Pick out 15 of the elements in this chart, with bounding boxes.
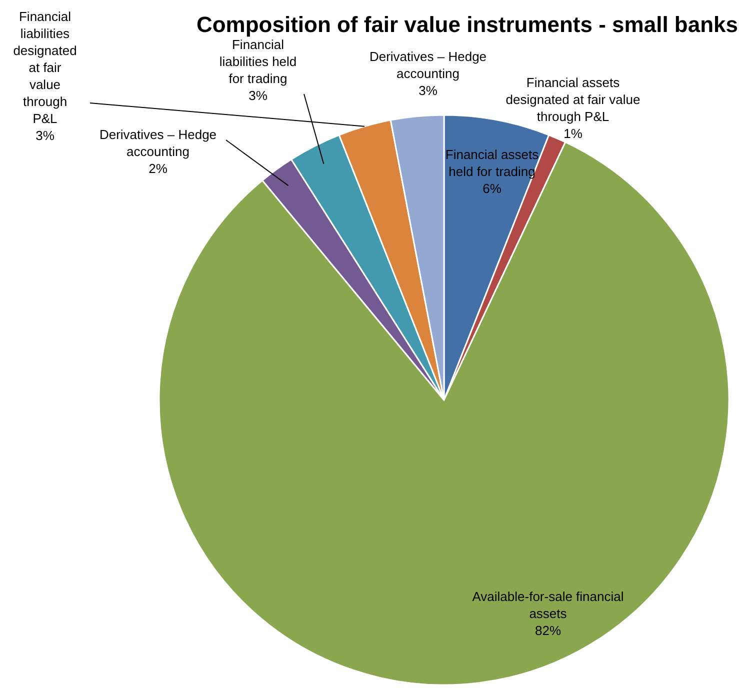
slice-label: Financial assets held for trading [445, 147, 540, 179]
slice-label: Available-for-sale financial assets [472, 589, 624, 621]
slice-label: Financial assets designated at fair value through P&L [506, 75, 640, 124]
data-label: 2% [148, 161, 168, 176]
data-label: 82% [534, 623, 562, 638]
chart-title: Composition of fair value instruments - small banks [195, 12, 738, 38]
slice-label: Derivatives – Hedge accounting [369, 49, 487, 81]
slice-label: Derivatives – Hedge accounting [99, 127, 217, 159]
data-label: 6% [482, 181, 502, 196]
data-label: 3% [36, 128, 55, 143]
data-label: 3% [248, 88, 268, 103]
data-label: 1% [564, 126, 583, 141]
slice-label: Financial liabilities designated at fair value through P&L [13, 9, 77, 126]
data-label: 3% [418, 83, 438, 98]
slice-label: Financial liabilities held for trading [219, 37, 297, 86]
